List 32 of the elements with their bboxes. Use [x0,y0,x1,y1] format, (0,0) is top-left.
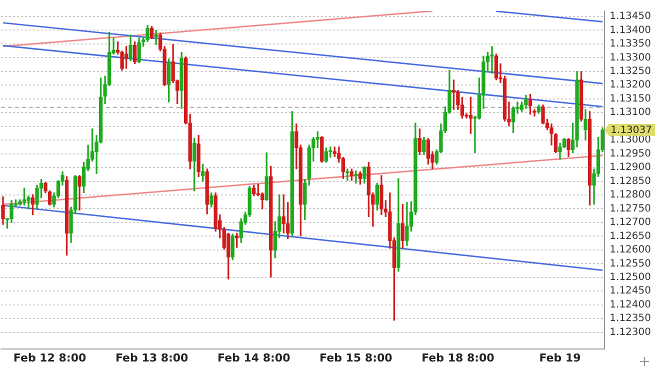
y-tick-label: 1.12300 [610,326,652,338]
y-tick-label: 1.13400 [610,24,652,36]
x-tick-label: Feb 18 8:00 [422,351,495,364]
y-tick-label: 1.13100 [610,107,652,118]
y-tick-label: 1.12500 [610,272,652,283]
x-tick-label: Feb 14 8:00 [217,351,291,364]
y-tick-label: 1.13150 [610,93,652,104]
y-tick-label: 1.13250 [610,66,652,78]
y-tick-label: 1.13450 [610,11,652,22]
y-tick-label: 1.12600 [610,244,652,256]
y-tick-label: 1.12800 [610,190,652,201]
candlestick [154,30,158,45]
y-tick-label: 1.13300 [610,52,652,64]
y-tick-label: 1.12550 [610,258,652,270]
y-tick-label: 1.12400 [610,299,652,310]
y-tick-label: 1.13200 [610,80,652,91]
candlestick [490,46,494,74]
y-tick-label: 1.12700 [610,217,652,228]
y-tick-label: 1.12850 [610,176,652,187]
y-tick-label: 1.12900 [610,162,652,174]
y-tick-label: 1.12450 [610,286,652,297]
y-tick-label: 1.13000 [610,134,652,146]
y-tick-label: 1.12350 [610,313,652,324]
x-tick-label: Feb 19 [539,351,581,364]
y-tick-label: 1.12750 [610,203,652,214]
y-tick-label: 1.13350 [610,38,652,50]
y-tick-label: 1.12950 [610,148,652,160]
x-tick-label: Feb 15 8:00 [320,351,393,364]
y-tick-label: 1.12650 [610,230,652,242]
x-tick-label: Feb 13 8:00 [115,351,189,364]
x-tick-label: Feb 12 8:00 [13,351,86,364]
text: 1.13037 [610,125,652,136]
